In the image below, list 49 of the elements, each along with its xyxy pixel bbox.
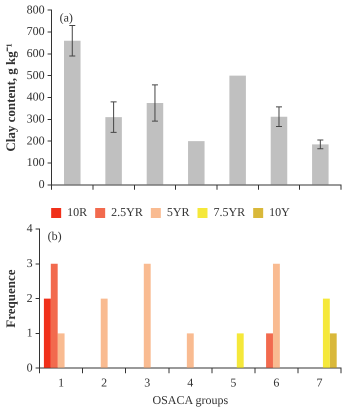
x-tick-label: 5 bbox=[230, 376, 236, 390]
legend-label: 10Y bbox=[269, 205, 290, 220]
annotation: (b) bbox=[48, 229, 62, 244]
y-tick-label: 600 bbox=[26, 46, 45, 60]
bar bbox=[188, 141, 205, 184]
bar bbox=[312, 144, 329, 184]
y-tick-label: 200 bbox=[26, 133, 45, 148]
bar bbox=[146, 102, 164, 184]
bar bbox=[105, 117, 122, 184]
legend-label: 2.5YR bbox=[111, 205, 143, 220]
y-tick-label: 400 bbox=[26, 90, 45, 104]
y-tick-label: 500 bbox=[26, 68, 45, 82]
y-tick-label: 0 bbox=[38, 176, 45, 191]
x-tick-label: 1 bbox=[58, 376, 64, 390]
x-axis-title: OSACA groups bbox=[152, 392, 228, 407]
bar bbox=[270, 116, 288, 184]
x-tick-label: 2 bbox=[101, 376, 108, 390]
bar bbox=[229, 76, 246, 184]
annotation: (a) bbox=[60, 10, 73, 24]
y-tick-label: 4 bbox=[26, 221, 33, 236]
y-tick-label: 800 bbox=[26, 2, 45, 16]
y-axis-title: Clay content, g kg⁻¹ bbox=[3, 43, 18, 152]
y-axis-title: Frequence bbox=[3, 269, 18, 328]
bar bbox=[58, 333, 65, 368]
bar bbox=[272, 264, 280, 368]
bar bbox=[236, 333, 244, 368]
x-tick-label: 6 bbox=[273, 376, 280, 390]
bar bbox=[322, 298, 330, 368]
bar bbox=[50, 264, 58, 368]
bar bbox=[330, 333, 337, 368]
bar bbox=[100, 298, 108, 368]
legend-label: 5YR bbox=[166, 205, 190, 220]
bar bbox=[44, 298, 51, 368]
legend-label: 10R bbox=[67, 205, 88, 220]
y-tick-label: 300 bbox=[26, 111, 45, 126]
bar bbox=[266, 333, 273, 368]
y-tick-label: 0 bbox=[26, 360, 33, 374]
y-tick-label: 1 bbox=[26, 326, 33, 340]
x-tick-label: 7 bbox=[316, 376, 322, 390]
bar bbox=[144, 264, 151, 368]
x-tick-label: 3 bbox=[144, 376, 150, 390]
y-tick-label: 700 bbox=[26, 24, 45, 38]
y-tick-label: 3 bbox=[26, 256, 33, 270]
x-tick-label: 4 bbox=[187, 376, 194, 390]
y-tick-label: 100 bbox=[26, 155, 45, 170]
bar bbox=[186, 333, 194, 368]
bar bbox=[64, 40, 81, 184]
legend-label: 7.5YR bbox=[214, 205, 246, 220]
y-tick-label: 2 bbox=[26, 290, 33, 305]
